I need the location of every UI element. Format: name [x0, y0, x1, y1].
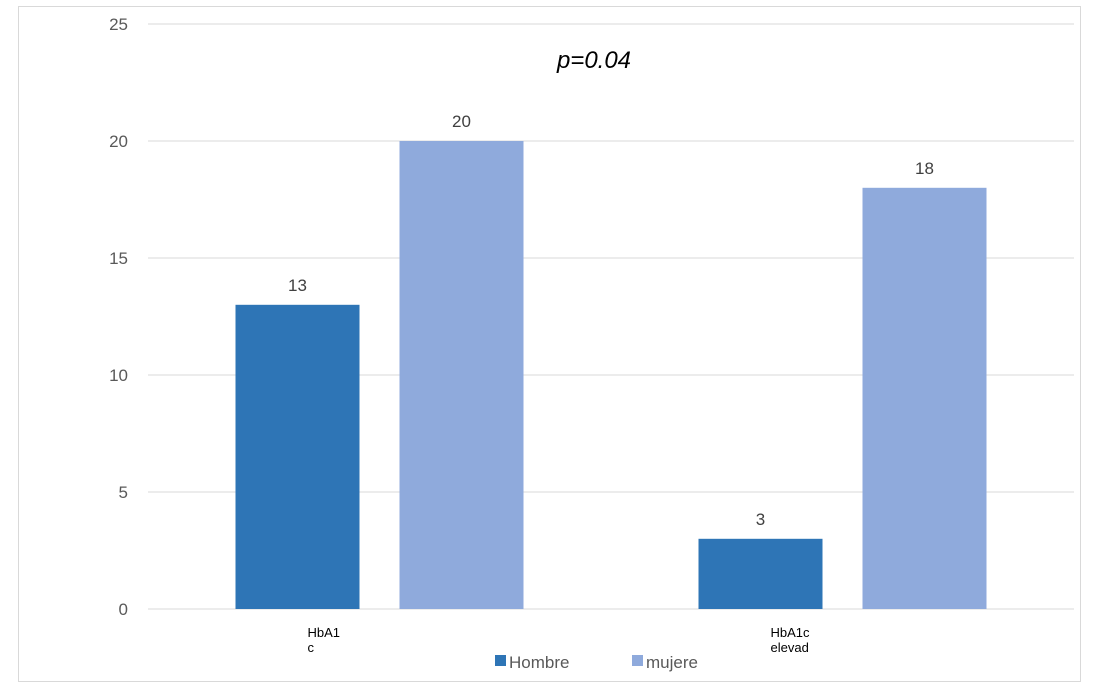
bar-mujere-1	[862, 187, 987, 610]
data-label: 13	[288, 276, 307, 295]
legend-swatch-hombre	[495, 655, 506, 666]
bar-hombre-1	[698, 538, 823, 609]
data-label: 20	[452, 112, 471, 131]
bar-mujere-0	[399, 141, 524, 609]
y-tick-label: 10	[109, 366, 128, 385]
data-label: 3	[756, 510, 765, 529]
y-tick-label: 0	[119, 600, 128, 619]
data-label: 18	[915, 159, 934, 178]
data-labels: 13 20 3 18	[288, 112, 934, 529]
bars	[235, 141, 987, 610]
y-tick-label: 25	[109, 15, 128, 34]
y-tick-label: 5	[119, 483, 128, 502]
x-category-label: elevad	[771, 640, 809, 655]
chart-title: p=0.04	[556, 47, 631, 74]
legend: Hombre mujere	[495, 653, 698, 672]
legend-label: mujere	[646, 653, 698, 672]
bar-hombre-0	[235, 304, 360, 609]
x-category-label: HbA1c	[771, 625, 811, 640]
y-tick-label: 15	[109, 249, 128, 268]
x-category-label: c	[308, 640, 315, 655]
x-category-label: HbA1	[308, 625, 341, 640]
legend-swatch-mujere	[632, 655, 643, 666]
y-axis: 0 5 10 15 20 25	[109, 15, 128, 619]
legend-label: Hombre	[509, 653, 569, 672]
y-tick-label: 20	[109, 132, 128, 151]
